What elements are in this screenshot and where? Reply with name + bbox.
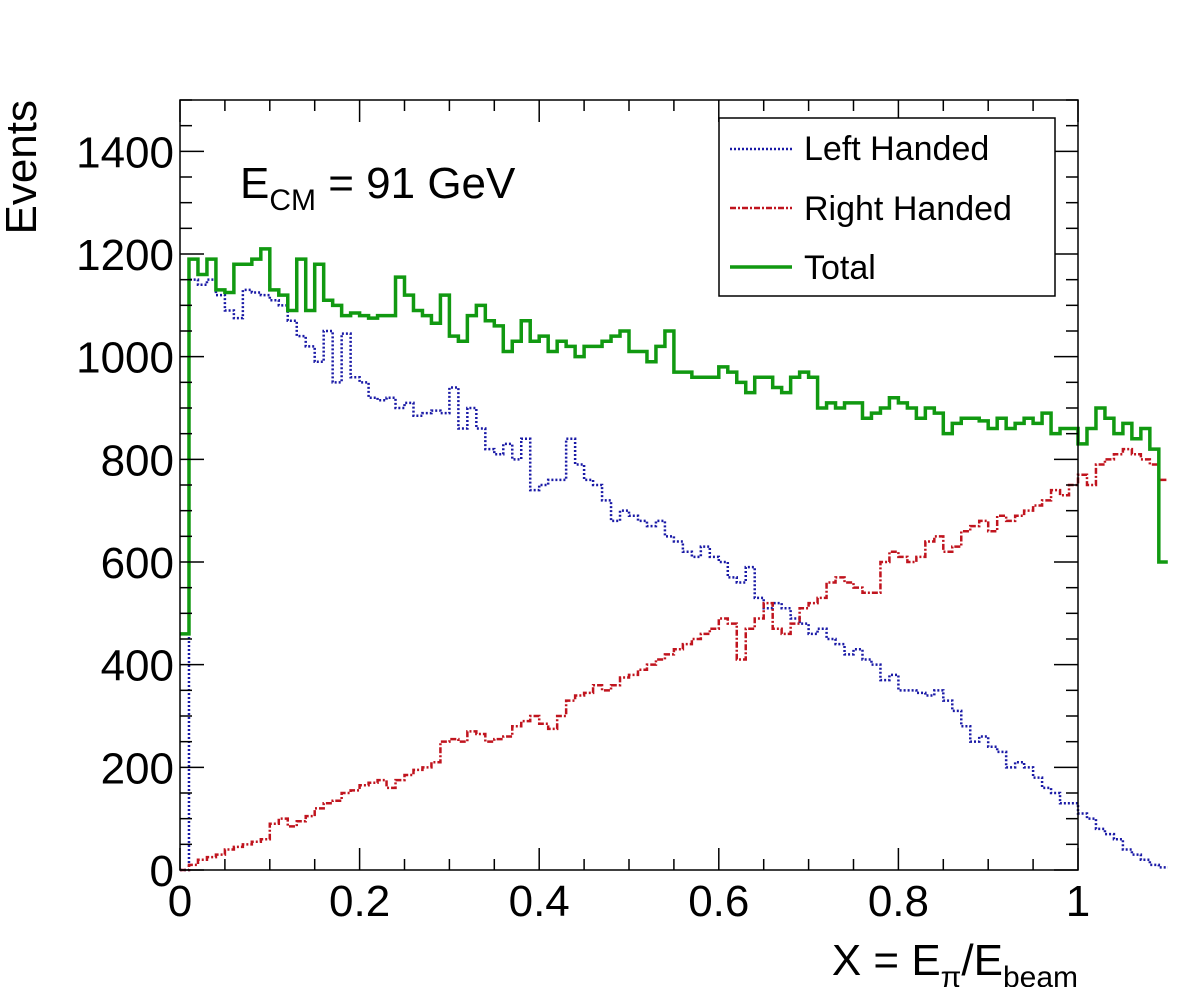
- y-axis-title: Events: [0, 100, 46, 235]
- series-right-handed: [180, 447, 1168, 872]
- x-tick-label: 0.6: [688, 877, 749, 926]
- x-tick-label: 0: [168, 877, 192, 926]
- series-layer: [180, 247, 1168, 872]
- y-tick-label: 600: [101, 539, 174, 588]
- y-tick-label: 0: [150, 847, 174, 896]
- x-tick-label: 0.4: [509, 877, 570, 926]
- legend-label-total: Total: [804, 249, 876, 287]
- series-total: [180, 247, 1168, 636]
- legend-label-left-handed: Left Handed: [804, 130, 989, 168]
- y-tick-label: 400: [101, 642, 174, 691]
- axes-layer: 0 0.2 0.4 0.6 0.8 1 0 200 400 600 800 1000 1200 1400: [76, 99, 1090, 926]
- energy-annotation: ECM = 91 GeV: [240, 159, 516, 217]
- x-axis-title: X = Eπ/Ebeam: [832, 936, 1078, 987]
- y-tick-label: 1400: [76, 128, 174, 177]
- x-tick-label: 0.8: [868, 877, 929, 926]
- y-tick-label: 1200: [76, 231, 174, 280]
- x-tick-label: 1: [1066, 877, 1090, 926]
- y-tick-label: 200: [101, 744, 174, 793]
- legend: Left Handed Right Handed Total: [718, 117, 1056, 297]
- legend-label-right-handed: Right Handed: [804, 190, 1012, 228]
- x-tick-label: 0.2: [329, 877, 390, 926]
- y-tick-label: 800: [101, 436, 174, 485]
- y-tick-label: 1000: [76, 334, 174, 383]
